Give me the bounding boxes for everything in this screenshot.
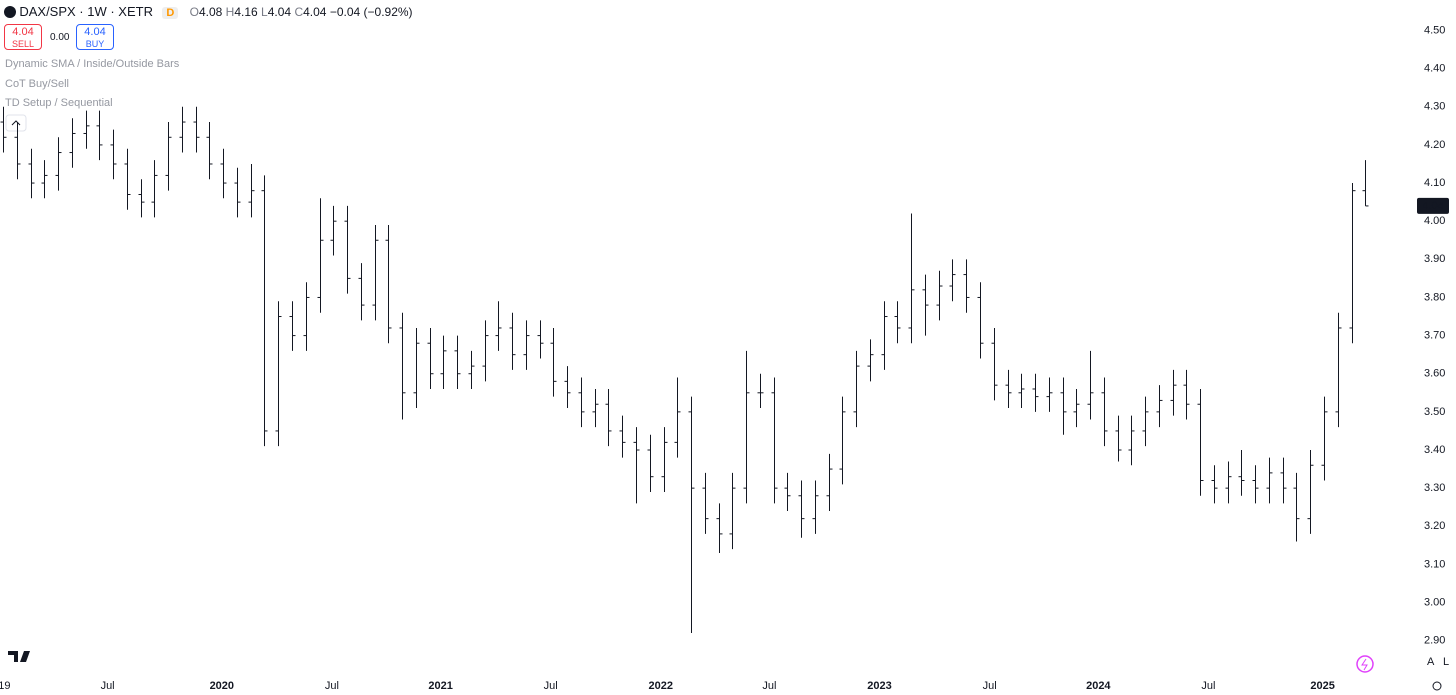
indicator[interactable]: TD Setup / Sequential xyxy=(5,97,113,109)
open-label: O xyxy=(189,5,199,19)
x-tick-label: Jul xyxy=(544,680,558,692)
x-tick-label: Jul xyxy=(1201,680,1215,692)
y-tick-label: 3.00 xyxy=(1424,596,1445,608)
y-tick-label: 3.80 xyxy=(1424,291,1445,303)
sell-button[interactable]: 4.04 SELL xyxy=(4,24,42,50)
spread: 0.00 xyxy=(50,32,70,43)
collapse-button[interactable] xyxy=(5,114,27,132)
x-tick-label: 2024 xyxy=(1086,680,1111,692)
y-tick-label: 3.50 xyxy=(1424,406,1445,418)
symbol-header: DAX/SPX · 1W · XETR D O4.08 H4.16 L4.04 … xyxy=(4,4,413,19)
high-value: 4.16 xyxy=(234,5,258,19)
symbol-title[interactable]: DAX/SPX · 1W · XETR xyxy=(19,4,153,19)
x-tick-label: Jul xyxy=(983,680,997,692)
x-tick-label: 2022 xyxy=(649,680,673,692)
y-tick-label: 4.40 xyxy=(1424,63,1445,75)
collapse-icon xyxy=(11,120,21,126)
sell-label: SELL xyxy=(11,39,35,49)
y-tick-label: 3.60 xyxy=(1424,368,1445,380)
buy-price: 4.04 xyxy=(84,26,106,38)
y-tick-label: 4.20 xyxy=(1424,139,1445,151)
open-value: 4.08 xyxy=(198,5,223,19)
y-tick-label: 3.90 xyxy=(1424,253,1445,265)
x-tick-label: 2025 xyxy=(1310,680,1334,692)
last-price-box xyxy=(1417,197,1449,214)
logo xyxy=(8,651,30,662)
y-tick-label: 3.70 xyxy=(1424,329,1445,341)
last-price-label: 4.04 xyxy=(1422,200,1443,212)
low-label: L xyxy=(261,5,268,19)
y-tick-label: 4.10 xyxy=(1424,177,1445,189)
buy-label: BUY xyxy=(85,39,105,49)
x-tick-label: 19 xyxy=(0,680,11,692)
y-tick-label: 4.00 xyxy=(1424,215,1445,227)
x-tick-label: 2023 xyxy=(867,680,891,692)
x-tick-label: Jul xyxy=(762,680,776,692)
y-tick-label: 3.30 xyxy=(1424,482,1445,494)
settings-icon[interactable] xyxy=(1432,681,1442,691)
x-tick-label: 2020 xyxy=(210,680,234,692)
change: −0.04 (−0.92%) xyxy=(329,5,413,19)
indicator[interactable]: Dynamic SMA / Inside/Outside Bars xyxy=(5,58,180,70)
indicator[interactable]: CoT Buy/Sell xyxy=(5,78,69,90)
alert-bolt xyxy=(1361,658,1368,671)
y-tick-label: 3.20 xyxy=(1424,520,1445,532)
delay-flag: D xyxy=(162,7,179,19)
close-value: 4.04 xyxy=(303,5,327,19)
auto-scale-button[interactable]: A xyxy=(1427,656,1435,668)
close-label: C xyxy=(294,5,304,19)
y-tick-label: 2.90 xyxy=(1424,635,1445,647)
x-tick-label: Jul xyxy=(101,680,115,692)
y-tick-label: 4.30 xyxy=(1424,101,1445,113)
y-tick-label: 3.10 xyxy=(1424,558,1445,570)
log-scale-button[interactable]: L xyxy=(1443,656,1449,668)
buy-button[interactable]: 4.04 BUY xyxy=(76,24,114,50)
x-tick-label: 2021 xyxy=(428,680,452,692)
x-tick-label: Jul xyxy=(325,680,339,692)
symbol-icon xyxy=(4,6,16,18)
low-value: 4.04 xyxy=(267,5,292,19)
y-tick-label: 4.50 xyxy=(1424,24,1445,36)
high-label: H xyxy=(225,5,235,19)
y-tick-label: 3.40 xyxy=(1424,444,1445,456)
sell-price: 4.04 xyxy=(12,26,34,38)
alert-icon[interactable] xyxy=(1356,655,1374,673)
